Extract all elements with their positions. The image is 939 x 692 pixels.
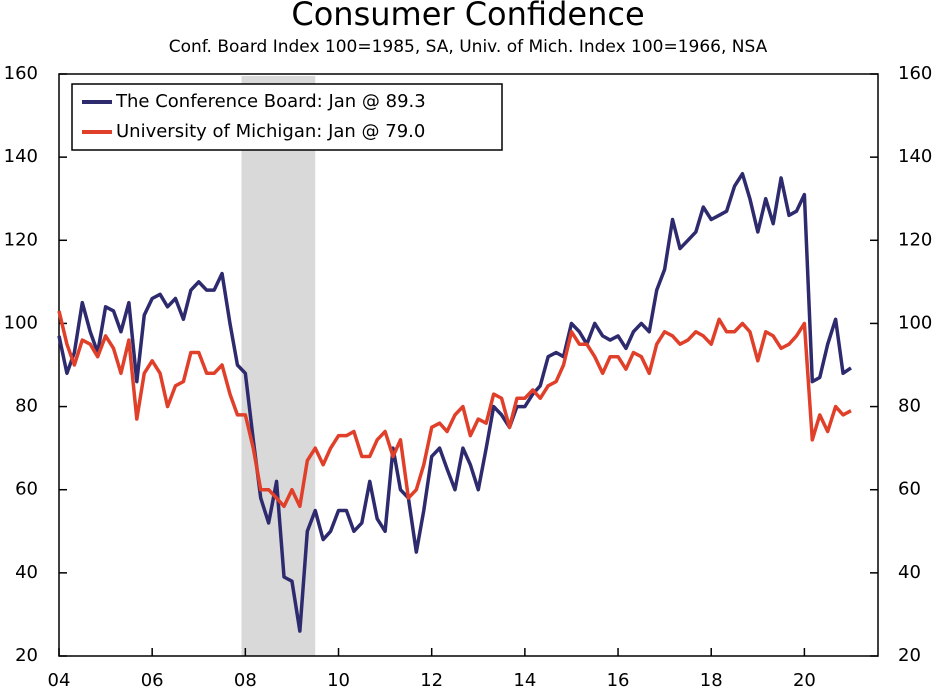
chart-title: Consumer Confidence xyxy=(291,0,644,33)
y2-tick-label: 100 xyxy=(898,312,932,333)
plot-frame xyxy=(58,73,879,657)
x-tick-label: 04 xyxy=(48,670,71,691)
y2-tick-label: 60 xyxy=(898,479,921,500)
x-tick-label: 08 xyxy=(234,670,257,691)
y2-tick-label: 160 xyxy=(898,63,932,84)
y-tick-label: 80 xyxy=(15,396,38,417)
chart-subtitle: Conf. Board Index 100=1985, SA, Univ. of… xyxy=(169,37,768,57)
legend-label: The Conference Board: Jan @ 89.3 xyxy=(115,91,426,112)
x-tick-label: 20 xyxy=(793,670,816,691)
y-tick-label: 40 xyxy=(15,562,38,583)
y2-tick-label: 80 xyxy=(898,396,921,417)
x-tick-label: 06 xyxy=(141,670,164,691)
series-line xyxy=(57,310,852,509)
x-tick-label: 16 xyxy=(607,670,630,691)
legend-label: University of Michigan: Jan @ 79.0 xyxy=(116,121,425,142)
y2-tick-label: 40 xyxy=(898,562,921,583)
y2-tick-label: 140 xyxy=(898,146,932,167)
y2-tick-label: 20 xyxy=(898,645,921,666)
x-tick-label: 12 xyxy=(420,670,443,691)
x-tick-label: 18 xyxy=(700,670,723,691)
y-tick-label: 100 xyxy=(4,312,38,333)
x-tick-label: 14 xyxy=(513,670,536,691)
y-tick-label: 140 xyxy=(4,146,38,167)
recession-shading xyxy=(241,76,316,656)
y-tick-label: 120 xyxy=(4,229,38,250)
y-tick-label: 60 xyxy=(15,479,38,500)
y2-tick-label: 120 xyxy=(898,229,932,250)
legend-box xyxy=(71,83,503,151)
y-tick-label: 20 xyxy=(15,645,38,666)
series-line xyxy=(57,172,852,633)
y-tick-label: 160 xyxy=(4,63,38,84)
x-tick-label: 10 xyxy=(327,670,350,691)
